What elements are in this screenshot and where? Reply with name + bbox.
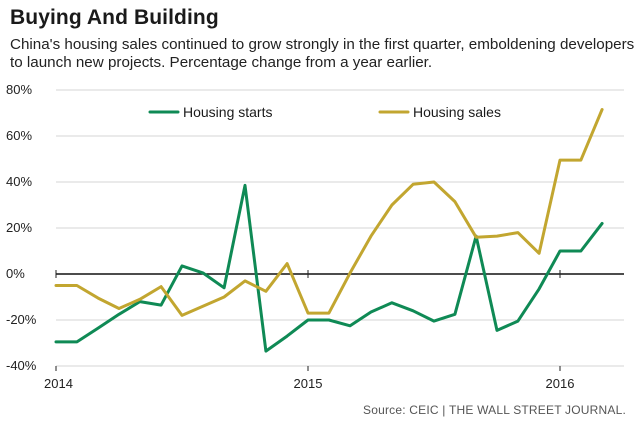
- y-axis-ticks: 80% 60% 40% 20% 0% -20% -40%: [6, 82, 37, 373]
- y-tick-label: 0%: [6, 266, 25, 281]
- y-tick-label: 60%: [6, 128, 32, 143]
- legend-label: Housing sales: [413, 104, 501, 120]
- x-tick-label: 2014: [44, 376, 73, 391]
- x-tick-label: 2015: [294, 376, 323, 391]
- x-axis-ticks: 2014 2015 2016: [44, 270, 574, 391]
- x-tick-label: 2016: [546, 376, 575, 391]
- series-lines: [54, 108, 604, 353]
- y-tick-label: -20%: [6, 312, 37, 327]
- chart-subtitle: China's housing sales continued to grow …: [10, 36, 635, 71]
- series-line-housing-sales: [54, 108, 604, 317]
- y-tick-label: 20%: [6, 220, 32, 235]
- chart-title: Buying And Building: [10, 6, 219, 29]
- legend-label: Housing starts: [183, 104, 272, 120]
- source-credit: Source: CEIC | THE WALL STREET JOURNAL.: [363, 403, 626, 417]
- grid-lines: [56, 89, 624, 367]
- legend: Housing starts Housing sales: [148, 104, 501, 120]
- y-tick-label: -40%: [6, 358, 37, 373]
- y-tick-label: 40%: [6, 174, 32, 189]
- y-tick-label: 80%: [6, 82, 32, 97]
- series-line-housing-starts: [54, 183, 604, 353]
